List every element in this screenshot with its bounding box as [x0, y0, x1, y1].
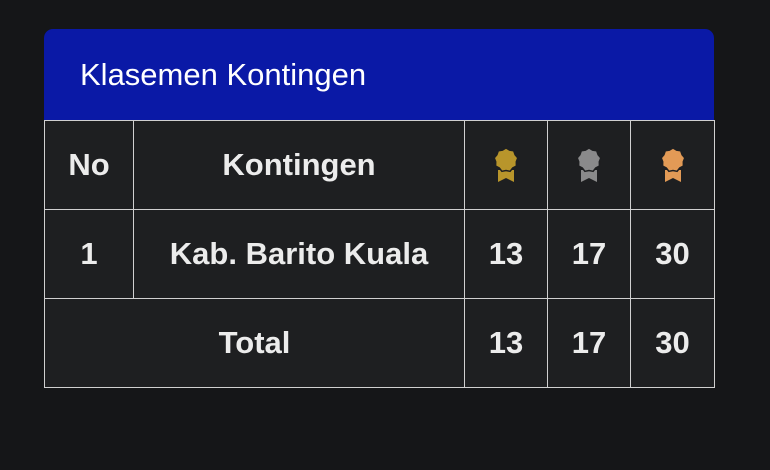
table-header-row: No Kontingen — [44, 120, 715, 210]
table-row: 1 Kab. Barito Kuala 13 17 30 — [44, 209, 715, 299]
row-no: 1 — [44, 209, 134, 299]
standings-card: Klasemen Kontingen No Kontingen 1 Kab. B… — [44, 29, 715, 388]
header-kontingen: Kontingen — [133, 120, 465, 210]
total-bronze: 30 — [630, 298, 715, 388]
total-row: Total 13 17 30 — [44, 298, 715, 388]
gold-medal-icon — [493, 147, 519, 182]
total-gold: 13 — [464, 298, 548, 388]
total-label: Total — [44, 298, 465, 388]
header-no: No — [44, 120, 134, 210]
row-silver: 17 — [547, 209, 631, 299]
standings-table: No Kontingen 1 Kab. Barito Kuala 13 17 3… — [44, 120, 715, 388]
bronze-medal-icon — [659, 147, 686, 182]
row-kontingen: Kab. Barito Kuala — [133, 209, 465, 299]
card-header: Klasemen Kontingen — [44, 29, 714, 120]
row-bronze: 30 — [630, 209, 715, 299]
card-title: Klasemen Kontingen — [80, 56, 367, 92]
row-gold: 13 — [464, 209, 548, 299]
header-silver — [547, 120, 631, 210]
silver-medal-icon — [576, 147, 602, 182]
header-bronze — [630, 120, 715, 210]
header-gold — [464, 120, 548, 210]
total-silver: 17 — [547, 298, 631, 388]
